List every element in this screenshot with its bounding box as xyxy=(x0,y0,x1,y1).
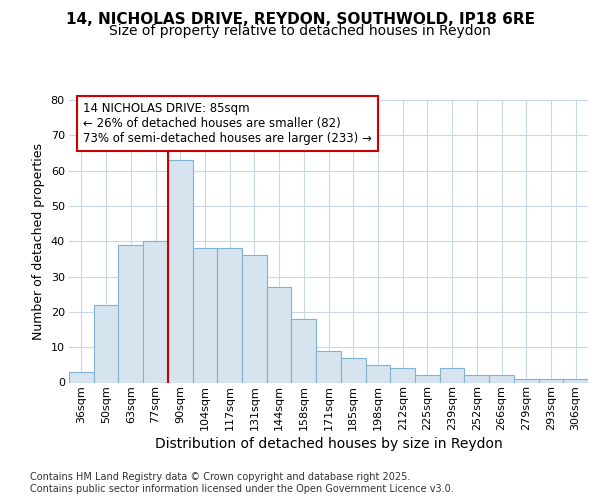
Y-axis label: Number of detached properties: Number of detached properties xyxy=(32,143,45,340)
Bar xyxy=(341,358,365,382)
X-axis label: Distribution of detached houses by size in Reydon: Distribution of detached houses by size … xyxy=(155,438,502,452)
Bar xyxy=(168,160,193,382)
Bar xyxy=(94,305,118,382)
Bar xyxy=(143,242,168,382)
Bar xyxy=(390,368,415,382)
Bar xyxy=(242,256,267,382)
Bar xyxy=(217,248,242,382)
Bar xyxy=(539,379,563,382)
Text: Size of property relative to detached houses in Reydon: Size of property relative to detached ho… xyxy=(109,24,491,38)
Bar xyxy=(316,350,341,382)
Bar xyxy=(193,248,217,382)
Bar xyxy=(415,376,440,382)
Bar xyxy=(292,319,316,382)
Bar xyxy=(365,365,390,382)
Bar xyxy=(69,372,94,382)
Text: Contains HM Land Registry data © Crown copyright and database right 2025.
Contai: Contains HM Land Registry data © Crown c… xyxy=(30,472,454,494)
Bar xyxy=(464,376,489,382)
Bar xyxy=(440,368,464,382)
Bar xyxy=(514,379,539,382)
Text: 14 NICHOLAS DRIVE: 85sqm
← 26% of detached houses are smaller (82)
73% of semi-d: 14 NICHOLAS DRIVE: 85sqm ← 26% of detach… xyxy=(83,102,372,145)
Bar xyxy=(267,287,292,382)
Bar xyxy=(563,379,588,382)
Bar xyxy=(118,245,143,382)
Text: 14, NICHOLAS DRIVE, REYDON, SOUTHWOLD, IP18 6RE: 14, NICHOLAS DRIVE, REYDON, SOUTHWOLD, I… xyxy=(65,12,535,28)
Bar xyxy=(489,376,514,382)
